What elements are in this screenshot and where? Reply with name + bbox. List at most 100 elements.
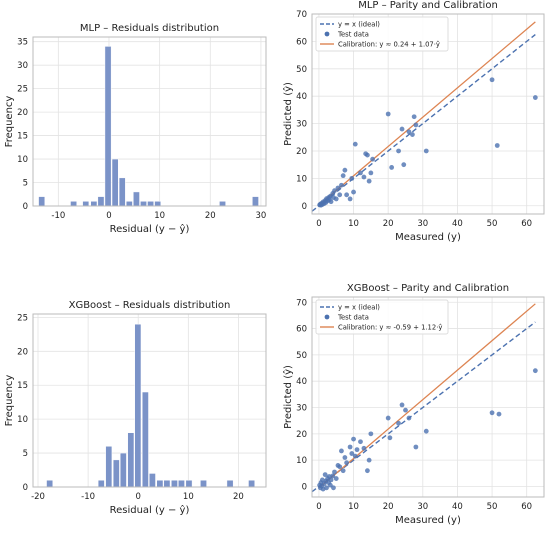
histogram-bar <box>111 158 119 206</box>
mlp-parity-panel: y = x (ideal) Test data Calibration: y ≈ 0… <box>282 0 545 243</box>
histogram-bar <box>248 479 255 487</box>
x-tick-label: 10 <box>183 492 194 502</box>
calibration-line <box>318 21 536 206</box>
x-axis-label: Residual (y − ŷ) <box>110 504 190 516</box>
data-point <box>344 192 350 198</box>
data-point <box>385 415 391 421</box>
histogram-bar <box>82 201 90 206</box>
data-point <box>406 415 412 421</box>
y-axis-label: Predicted (ŷ) <box>282 82 294 146</box>
y-axis-label: Frequency <box>4 375 15 427</box>
histogram-bar <box>219 201 226 206</box>
x-tick-label: 20 <box>383 502 394 512</box>
ideal-line <box>312 321 536 493</box>
data-point <box>358 170 363 176</box>
data-point <box>330 473 336 479</box>
x-tick-label: 20 <box>205 211 216 221</box>
y-tick-label: 40 <box>296 92 307 102</box>
legend-label-calibration: Calibration: y ≈ -0.59 + 1.12·ŷ <box>338 324 442 332</box>
legend-box <box>315 299 449 335</box>
x-tick-label: 20 <box>233 492 244 502</box>
data-point <box>349 451 355 456</box>
x-tick-label: 10 <box>348 502 359 512</box>
data-point <box>410 132 415 137</box>
y-tick-label: 50 <box>296 65 307 75</box>
data-point <box>532 95 538 100</box>
x-tick-label: -10 <box>51 211 65 221</box>
legend-label-test: Test data <box>337 314 369 322</box>
histogram-bar <box>119 452 127 487</box>
y-tick-label: 15 <box>17 381 28 391</box>
plot-area <box>38 46 259 206</box>
y-tick-label: 60 <box>296 37 307 47</box>
data-point <box>339 448 344 454</box>
legend: y = x (ideal) Test data Calibration: y ≈ -… <box>315 299 449 335</box>
plot-frame <box>32 313 267 488</box>
x-tick-label: 50 <box>487 502 498 512</box>
y-tick-label: 5 <box>23 449 28 459</box>
data-point <box>423 428 429 434</box>
xgboost-parity-panel: y = x (ideal) Test data Calibration: y ≈ -… <box>282 283 545 526</box>
histogram-bar <box>134 323 142 487</box>
histogram-bar <box>105 446 113 487</box>
legend-label-ideal: y = x (ideal) <box>338 21 380 29</box>
x-tick-label: -20 <box>31 492 45 502</box>
histogram-bar <box>46 479 54 487</box>
x-axis-label: Measured (y) <box>395 515 461 526</box>
histogram-bar <box>90 201 98 206</box>
data-point <box>352 453 358 459</box>
data-point <box>333 476 339 481</box>
legend: y = x (ideal) Test data Calibration: y ≈ 0… <box>315 16 449 52</box>
data-point <box>361 445 367 451</box>
data-point <box>347 444 353 450</box>
x-tick-label: 0 <box>316 219 321 229</box>
y-axis-label: Predicted (ŷ) <box>282 365 294 429</box>
chart-title: XGBoost – Residuals distribution <box>69 300 231 311</box>
y-tick-label: 70 <box>296 298 307 308</box>
data-point <box>340 173 346 179</box>
histogram-bar <box>97 479 105 487</box>
y-tick-label: 10 <box>296 456 307 466</box>
x-tick-label: 30 <box>256 211 267 221</box>
data-point <box>349 175 355 181</box>
x-tick-label: 0 <box>136 492 141 502</box>
histogram-bar <box>147 201 154 206</box>
data-point <box>423 148 429 154</box>
y-tick-label: 20 <box>17 347 28 357</box>
data-point <box>332 188 337 194</box>
x-tick-label: 20 <box>383 219 394 229</box>
histogram-bar <box>125 201 133 206</box>
chart-title: XGBoost – Parity and Calibration <box>347 283 509 294</box>
plot-area <box>312 21 538 212</box>
y-tick-label: 30 <box>296 120 307 130</box>
data-point <box>387 435 393 441</box>
data-point <box>331 485 336 491</box>
histogram-bar <box>148 473 156 487</box>
histogram-bar <box>171 479 178 487</box>
y-tick-label: 70 <box>296 10 307 20</box>
x-tick-label: 10 <box>154 211 165 221</box>
data-point <box>403 407 408 413</box>
data-point <box>368 431 374 437</box>
x-tick-label: 30 <box>417 219 428 229</box>
chart-title: MLP – Parity and Calibration <box>358 0 498 11</box>
x-tick-label: 60 <box>521 502 532 512</box>
histogram-bar <box>133 191 140 206</box>
data-point <box>370 156 375 162</box>
data-point <box>340 468 346 474</box>
data-point <box>337 192 343 198</box>
y-tick-label: 30 <box>296 404 307 414</box>
data-point <box>399 126 405 132</box>
histogram-bar <box>163 479 171 487</box>
y-tick-label: 10 <box>17 155 28 165</box>
x-axis-label: Measured (y) <box>395 232 461 243</box>
data-point <box>324 485 329 491</box>
xgboost-residuals-panel: -20 -10 0 10 20 0 5 10 15 20 25 XGBoost – Residuals… <box>4 300 267 516</box>
data-point <box>344 460 350 466</box>
x-tick-label: 0 <box>106 211 111 221</box>
y-tick-label: 5 <box>23 179 28 189</box>
histogram-bar <box>141 391 149 487</box>
data-point <box>335 185 341 191</box>
data-point <box>411 114 417 120</box>
y-tick-label: 50 <box>296 351 307 361</box>
